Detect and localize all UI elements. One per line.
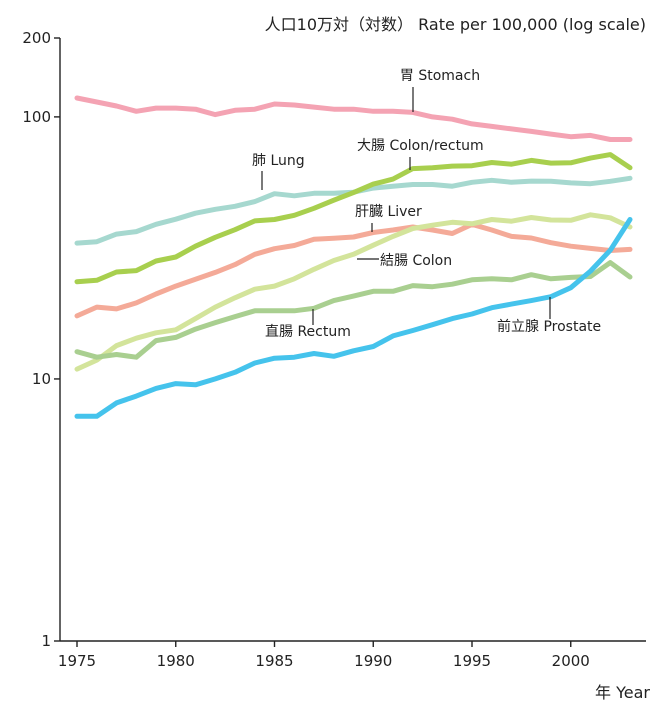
x-tick-label: 1995 bbox=[453, 652, 491, 670]
series-line-stomach bbox=[74, 95, 633, 142]
y-tick-label: 100 bbox=[22, 108, 51, 126]
series-label-prostate: 前立腺 Prostate bbox=[497, 318, 601, 335]
series-line-lung bbox=[74, 175, 633, 246]
x-tick-label: 1980 bbox=[157, 652, 195, 670]
series-label-stomach: 胃 Stomach bbox=[400, 68, 480, 84]
x-tick-label: 1990 bbox=[354, 652, 392, 670]
y-tick-label: 200 bbox=[22, 29, 51, 47]
series-label-lung: 肺 Lung bbox=[252, 153, 305, 169]
series-lines bbox=[74, 95, 633, 419]
x-axis-ticks: 1975 1980 1985 1990 1995 2000 bbox=[58, 641, 590, 670]
series-line-rectum bbox=[74, 260, 633, 360]
x-axis-title: 年 Year bbox=[595, 683, 650, 702]
series-label-rectum: 直腸 Rectum bbox=[265, 323, 351, 340]
y-tick-label: 10 bbox=[32, 370, 51, 388]
x-tick-label: 1985 bbox=[255, 652, 293, 670]
y-axis-ticks: 1 10 100 200 bbox=[22, 29, 60, 650]
x-tick-label: 1975 bbox=[58, 652, 96, 670]
y-axis-title: 人口10万対（対数） Rate per 100,000 (log scale) bbox=[265, 15, 646, 34]
series-line-colon bbox=[74, 212, 633, 372]
series-label-liver: 肝臓 Liver bbox=[355, 204, 422, 220]
series-line-liver bbox=[74, 221, 633, 319]
series-line-prostate bbox=[74, 217, 633, 419]
x-tick-label: 2000 bbox=[552, 652, 590, 670]
y-tick-label: 1 bbox=[41, 632, 51, 650]
series-label-colon-rectum: 大腸 Colon/rectum bbox=[357, 138, 484, 154]
series-label-colon: 結腸 Colon bbox=[380, 253, 452, 269]
series-line-colon-rectum bbox=[74, 152, 633, 285]
series-labels: 胃 Stomach 肺 Lung 大腸 Colon/rectum 肝臓 Liver 結腸… bbox=[252, 68, 601, 340]
